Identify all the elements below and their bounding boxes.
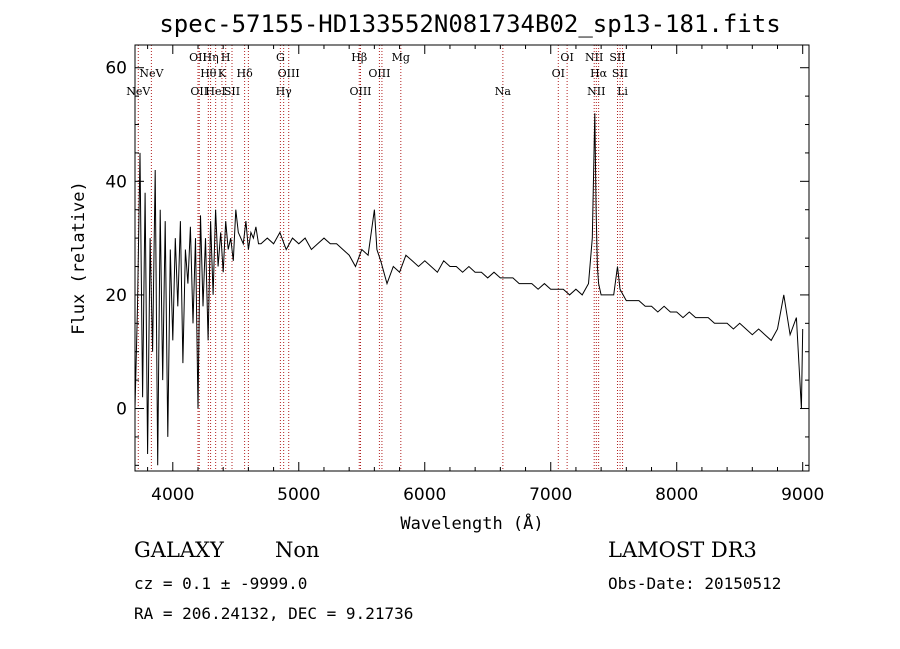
emission-line-label: OI (552, 67, 565, 80)
y-tick-label: 60 (105, 59, 127, 79)
y-axis-label: Flux (relative) (69, 181, 89, 335)
emission-line-label: SII (612, 67, 628, 80)
spectrum-line (134, 113, 804, 466)
emission-line-label: NeV (139, 67, 164, 80)
emission-line-label: Hγ (276, 85, 293, 98)
emission-line-label: NeV (126, 85, 151, 98)
emission-line-label: NII (587, 85, 605, 98)
x-axis-ticks: 4000 5000 6000 7000 8000 9000 (147, 45, 824, 505)
object-class: GALAXY (134, 538, 224, 562)
obs-date: Obs-Date: 20150512 (608, 574, 782, 593)
emission-line-label: OIII (349, 85, 371, 98)
emission-line-label: Hθ (200, 67, 217, 80)
emission-line-label: SII (609, 51, 625, 64)
emission-line-label: Na (495, 85, 512, 98)
emission-line-markers (137, 45, 624, 471)
spectrum-chart: spec-57155-HD133552N081734B02_sp13-181.f… (69, 10, 824, 534)
emission-line-label: Hα (590, 67, 608, 80)
emission-line-label: K (218, 67, 227, 80)
emission-line-labels: NeVNeVOIIOIIHθHηHeIKHSIIHδGHγOIIIHβOIIIO… (126, 51, 628, 98)
emission-line-label: OIII (278, 67, 300, 80)
x-tick-label: 5000 (277, 485, 320, 505)
x-tick-label: 4000 (151, 485, 194, 505)
object-subclass: Non (275, 538, 320, 562)
x-tick-label: 6000 (403, 485, 446, 505)
emission-line-label: G (276, 51, 285, 64)
coordinates: RA = 206.24132, DEC = 9.21736 (134, 604, 414, 623)
survey-name: LAMOST DR3 (608, 538, 757, 562)
emission-line-label: Mg (392, 51, 410, 64)
x-tick-label: 9000 (781, 485, 824, 505)
emission-line-label: HeI (205, 85, 225, 98)
emission-line-label: Hδ (236, 67, 253, 80)
x-tick-label: 8000 (655, 485, 698, 505)
y-axis-ticks: 0 20 40 60 (105, 59, 809, 466)
emission-line-label: Hη (202, 51, 218, 64)
plot-frame (134, 44, 810, 472)
redshift-info: cz = 0.1 ± -9999.0 (134, 574, 308, 593)
emission-line-label: H (221, 51, 231, 64)
y-tick-label: 40 (105, 172, 127, 192)
x-tick-label: 7000 (529, 485, 572, 505)
chart-title: spec-57155-HD133552N081734B02_sp13-181.f… (159, 10, 780, 38)
emission-line-label: Li (617, 85, 628, 98)
emission-line-label: SII (224, 85, 240, 98)
emission-line-label: NII (585, 51, 603, 64)
emission-line-label: OIII (368, 67, 390, 80)
emission-line-label: OII (189, 51, 207, 64)
x-axis-label: Wavelength (Å) (400, 512, 543, 534)
y-tick-label: 20 (105, 286, 127, 306)
emission-line-label: Hβ (351, 51, 367, 64)
y-tick-label: 0 (116, 400, 127, 420)
emission-line-label: OI (560, 51, 573, 64)
emission-line-label: OII (190, 85, 208, 98)
